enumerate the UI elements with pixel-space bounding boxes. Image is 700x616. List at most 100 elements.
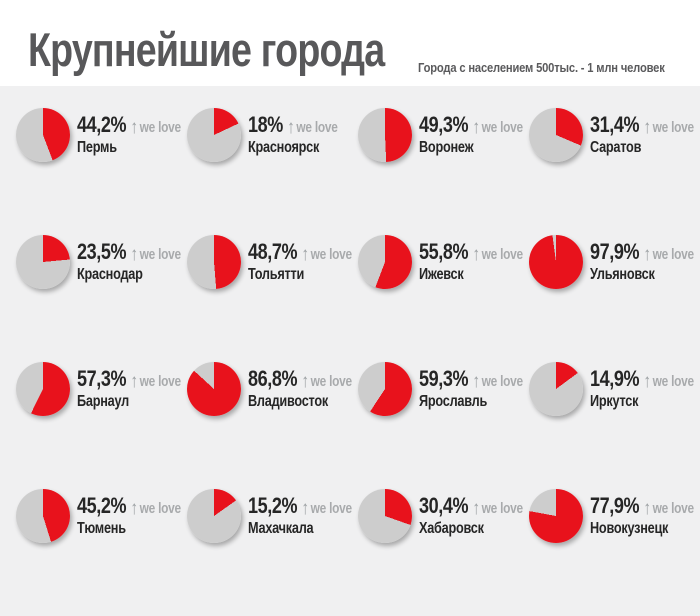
percent-line: 14,9% ↑ we love <box>590 368 694 392</box>
city-pie-cell: 59,3% ↑ we love Ярославль <box>358 362 529 489</box>
pie-grid: 44,2% ↑ we love Пермь 18% ↑ we love Крас… <box>0 86 700 590</box>
percent-line: 18% ↑ we love <box>248 114 338 138</box>
city-pie-cell: 49,3% ↑ we love Воронеж <box>358 108 529 235</box>
percent-value: 45,2% <box>77 493 127 518</box>
arrow-up-icon: ↑ <box>301 498 310 519</box>
percent-value: 57,3% <box>77 366 127 391</box>
we-love-label: we love <box>310 374 352 390</box>
pie-chart-icon <box>358 108 412 162</box>
infographic-canvas: Крупнейшие города Города с населением 50… <box>0 0 700 590</box>
city-info: 48,7% ↑ we love Тольятти <box>248 241 352 283</box>
arrow-up-icon: ↑ <box>643 498 652 519</box>
city-pie-cell: 31,4% ↑ we love Саратов <box>529 108 700 235</box>
city-name: Краснодар <box>77 266 143 283</box>
pie-chart-icon <box>16 489 70 543</box>
we-love-label: we love <box>481 120 523 136</box>
pie-chart-icon <box>16 362 70 416</box>
we-love-label: we love <box>652 374 694 390</box>
arrow-up-icon: ↑ <box>643 244 652 265</box>
city-info: 55,8% ↑ we love Ижевск <box>419 241 523 283</box>
city-name: Новокузнецк <box>590 520 669 537</box>
arrow-up-icon: ↑ <box>643 117 652 138</box>
we-love-label: we love <box>310 247 352 263</box>
city-info: 97,9% ↑ we love Ульяновск <box>590 241 694 283</box>
pie-chart-icon <box>187 108 241 162</box>
city-info: 44,2% ↑ we love Пермь <box>77 114 181 156</box>
city-name: Иркутск <box>590 393 639 410</box>
we-love-label: we love <box>652 501 694 517</box>
percent-line: 23,5% ↑ we love <box>77 239 181 265</box>
city-info: 49,3% ↑ we love Воронеж <box>419 114 523 156</box>
we-love-label: we love <box>481 374 523 390</box>
percent-value: 49,3% <box>419 112 469 137</box>
pie-chart-icon <box>187 362 241 416</box>
pie-chart-icon <box>529 108 583 162</box>
we-love-label: we love <box>481 501 523 517</box>
percent-line: 55,8% ↑ we love <box>419 239 523 265</box>
city-name: Пермь <box>77 139 117 156</box>
arrow-up-icon: ↑ <box>130 117 139 138</box>
percent-line: 44,2% ↑ we love <box>77 114 181 138</box>
arrow-up-icon: ↑ <box>130 371 139 392</box>
arrow-up-icon: ↑ <box>286 117 295 138</box>
city-name: Тольятти <box>248 266 305 283</box>
we-love-label: we love <box>139 501 181 517</box>
header-band: Крупнейшие города Города с населением 50… <box>0 0 700 86</box>
we-love-label: we love <box>652 120 694 136</box>
percent-value: 55,8% <box>419 239 469 264</box>
arrow-up-icon: ↑ <box>130 244 139 265</box>
city-info: 18% ↑ we love Красноярск <box>248 114 338 156</box>
percent-line: 48,7% ↑ we love <box>248 241 352 265</box>
percent-line: 31,4% ↑ we love <box>590 114 694 138</box>
arrow-up-icon: ↑ <box>643 371 652 392</box>
city-pie-cell: 57,3% ↑ we love Барнаул <box>16 362 187 489</box>
city-info: 45,2% ↑ we love Тюмень <box>77 495 181 537</box>
city-pie-cell: 18% ↑ we love Красноярск <box>187 108 358 235</box>
city-name: Красноярск <box>248 139 320 156</box>
we-love-label: we love <box>652 247 694 263</box>
city-pie-cell: 45,2% ↑ we love Тюмень <box>16 489 187 616</box>
city-name: Ярославль <box>419 393 488 410</box>
percent-value: 86,8% <box>248 366 298 391</box>
pie-chart-icon <box>529 362 583 416</box>
city-pie-cell: 86,8% ↑ we love Владивосток <box>187 362 358 489</box>
we-love-label: we love <box>139 120 181 136</box>
percent-value: 23,5% <box>77 239 127 264</box>
pie-chart-icon <box>187 489 241 543</box>
arrow-up-icon: ↑ <box>130 498 139 519</box>
percent-line: 49,3% ↑ we love <box>419 112 523 138</box>
percent-line: 77,9% ↑ we love <box>590 495 694 519</box>
city-info: 31,4% ↑ we love Саратов <box>590 114 694 156</box>
arrow-up-icon: ↑ <box>472 117 481 138</box>
city-name: Махачкала <box>248 520 314 537</box>
we-love-label: we love <box>139 374 181 390</box>
page-title: Крупнейшие города <box>28 23 385 76</box>
pie-chart-icon <box>358 235 412 289</box>
percent-line: 57,3% ↑ we love <box>77 366 181 392</box>
city-info: 30,4% ↑ we love Хабаровск <box>419 495 523 537</box>
arrow-up-icon: ↑ <box>472 371 481 392</box>
city-name: Саратов <box>590 139 642 156</box>
arrow-up-icon: ↑ <box>472 244 481 265</box>
city-pie-cell: 77,9% ↑ we love Новокузнецк <box>529 489 700 616</box>
city-info: 15,2% ↑ we love Махачкала <box>248 495 352 537</box>
pie-chart-icon <box>187 235 241 289</box>
arrow-up-icon: ↑ <box>472 498 481 519</box>
city-pie-cell: 48,7% ↑ we love Тольятти <box>187 235 358 362</box>
pie-chart-icon <box>16 235 70 289</box>
percent-value: 59,3% <box>419 366 469 391</box>
we-love-label: we love <box>296 120 338 136</box>
percent-line: 15,2% ↑ we love <box>248 495 352 519</box>
pie-chart-icon <box>358 362 412 416</box>
city-name: Ульяновск <box>590 266 655 283</box>
we-love-label: we love <box>481 247 523 263</box>
page-subtitle: Города с населением 500тыс. - 1 млн чело… <box>418 60 665 75</box>
pie-chart-icon <box>529 489 583 543</box>
city-pie-cell: 15,2% ↑ we love Махачкала <box>187 489 358 616</box>
city-info: 14,9% ↑ we love Иркутск <box>590 368 694 410</box>
pie-chart-icon <box>529 235 583 289</box>
percent-line: 30,4% ↑ we love <box>419 495 523 519</box>
city-info: 59,3% ↑ we love Ярославль <box>419 368 523 410</box>
city-name: Барнаул <box>77 393 129 410</box>
city-info: 86,8% ↑ we love Владивосток <box>248 368 352 410</box>
